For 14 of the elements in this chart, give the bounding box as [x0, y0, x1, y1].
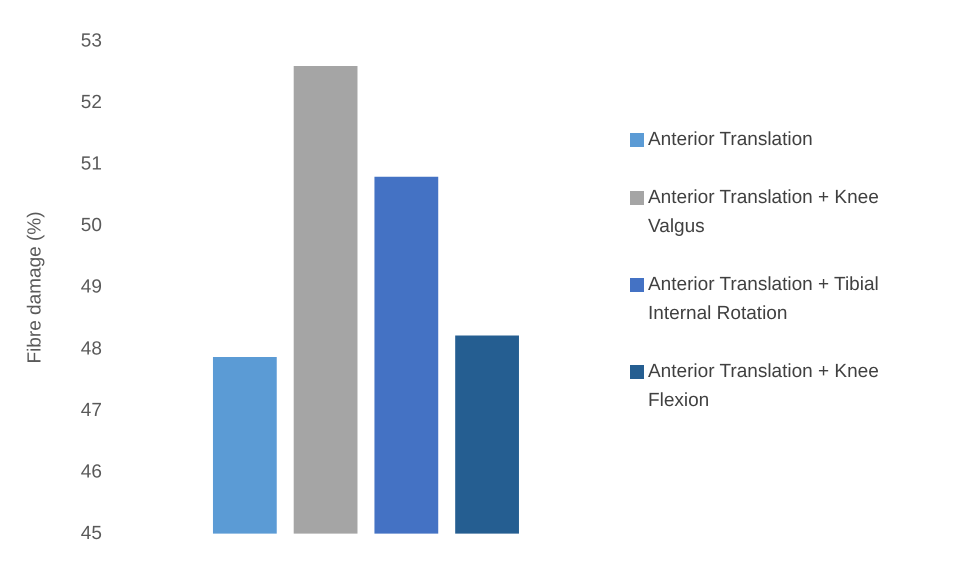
y-tick-label: 52 [80, 92, 102, 114]
y-axis-title: Fibre damage (%) [24, 211, 46, 364]
legend-label: Anterior Translation + Tibial Internal Rotation [648, 273, 880, 326]
y-tick-label: 51 [80, 154, 102, 175]
y-tick-label: 50 [80, 215, 102, 236]
y-tick-label: 45 [80, 522, 102, 544]
y-tick-label: 48 [80, 338, 102, 360]
legend-label: Anterior Translation + Knee Valgus [648, 186, 880, 239]
y-tick-label: 46 [80, 461, 102, 482]
y-tick-label: 49 [80, 276, 102, 298]
legend-label: Anterior Translation [648, 128, 813, 152]
y-tick-label: 53 [80, 30, 102, 52]
y-tick-label: 47 [80, 400, 102, 421]
legend-label: Anterior Translation + Knee Flexion [648, 360, 880, 413]
